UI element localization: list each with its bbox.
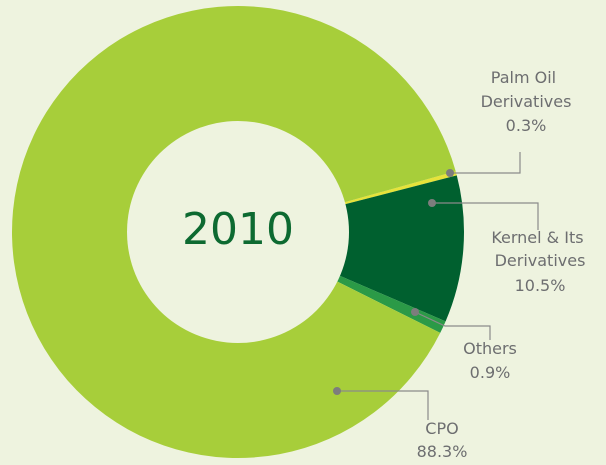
slice [327,271,446,333]
slice [329,175,464,322]
category-label: Others [463,339,517,358]
category-label: Palm Oil Derivatives [481,68,572,111]
center-label: 2010 [182,204,294,255]
category-label: CPO [425,419,458,438]
value-label: 10.5% [515,276,566,295]
slice [334,171,457,207]
leader-dot [411,308,419,316]
leader-line [414,311,491,340]
value-label: 88.3% [417,442,468,461]
value-label: 0.9% [470,363,511,382]
value-label: 0.3% [506,116,547,135]
leader-line [450,152,521,174]
category-label: Kernel & Its Derivatives [491,228,588,270]
leader-dot [333,387,341,395]
leader-line [432,202,539,230]
leader-line [337,390,429,420]
donut-hole [127,121,349,343]
leader-dot [428,199,436,207]
slice [11,5,456,458]
leader-dot [446,169,454,177]
